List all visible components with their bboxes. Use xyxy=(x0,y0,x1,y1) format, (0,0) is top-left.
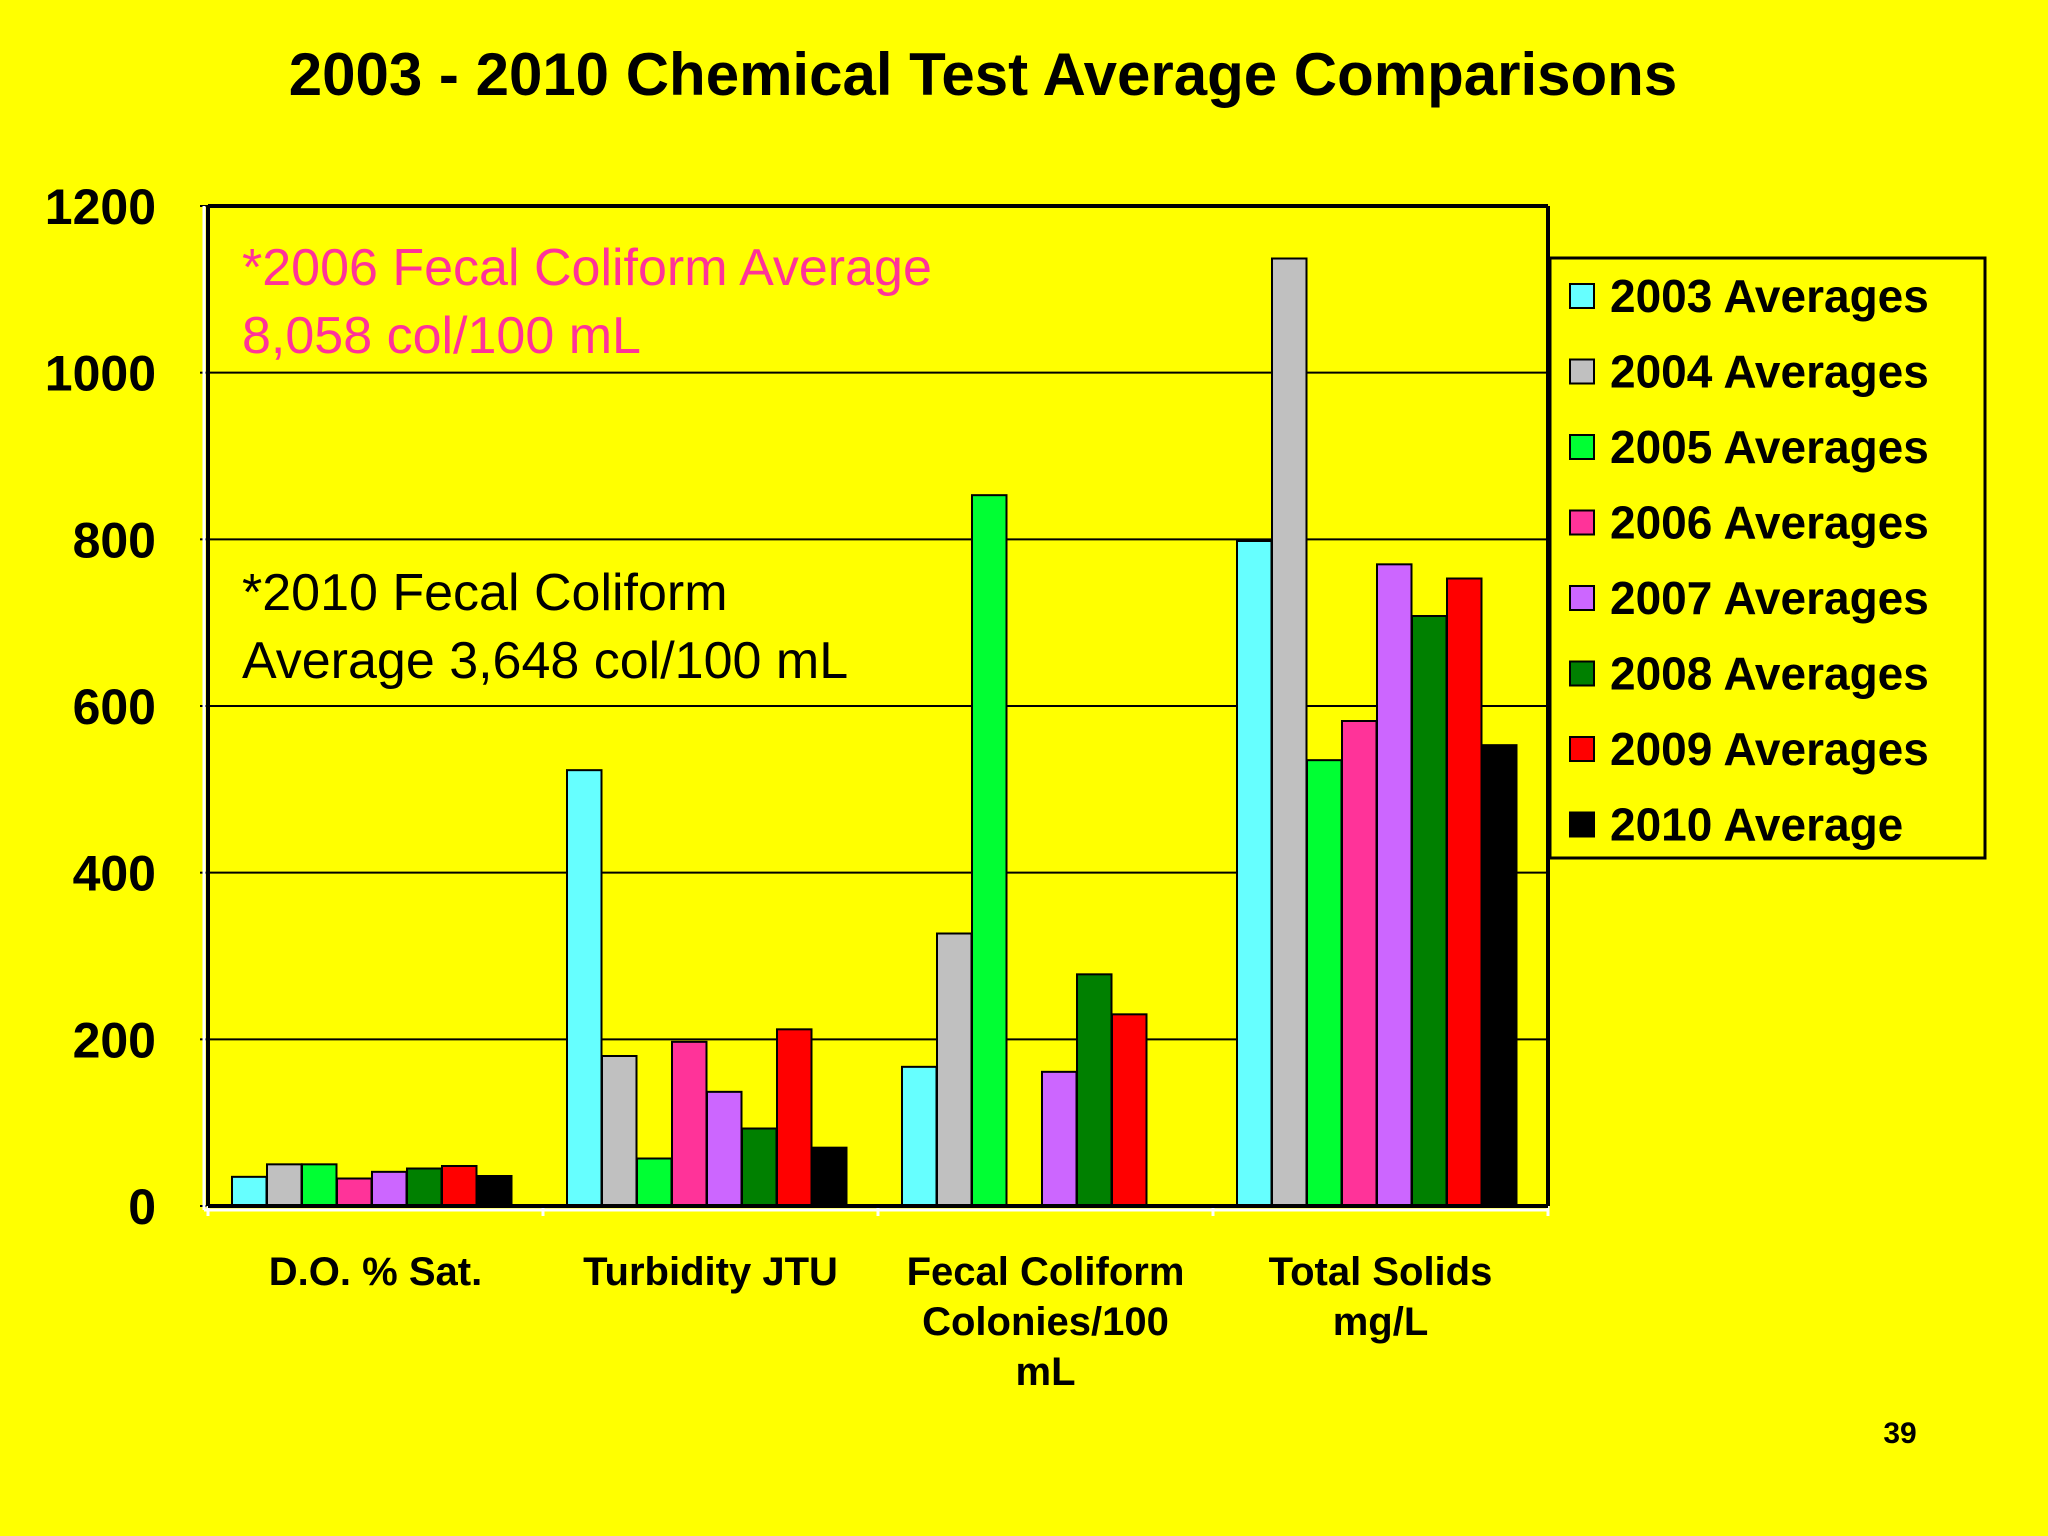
bar xyxy=(1411,615,1448,1207)
y-tick-label: 400 xyxy=(73,846,156,902)
legend-label: 2005 Averages xyxy=(1610,421,1929,473)
legend-label: 2003 Averages xyxy=(1610,270,1929,322)
legend-swatch xyxy=(1569,283,1595,309)
bar xyxy=(476,1175,513,1207)
legend-box xyxy=(1548,256,1987,860)
category-label: D.O. % Sat. xyxy=(269,1250,482,1294)
bar xyxy=(1481,744,1518,1208)
bar xyxy=(901,1065,938,1208)
category-label: Fecal Coliform xyxy=(907,1250,1185,1294)
y-tick-label: 1000 xyxy=(45,346,156,402)
legend-label: 2004 Averages xyxy=(1610,346,1929,398)
bar xyxy=(231,1175,268,1208)
legend-swatch xyxy=(1569,660,1595,687)
bar xyxy=(266,1163,303,1208)
bar xyxy=(1446,577,1483,1207)
bar xyxy=(301,1163,338,1208)
bar xyxy=(1306,759,1343,1208)
bar xyxy=(1111,1013,1148,1207)
bar xyxy=(601,1055,638,1207)
y-tick-label: 200 xyxy=(73,1012,156,1068)
annotation-text: Average 3,648 col/100 mL xyxy=(242,632,848,690)
y-tick-label: 600 xyxy=(73,679,156,735)
bar xyxy=(971,494,1008,1207)
legend-swatch xyxy=(1569,585,1595,611)
bar xyxy=(1341,720,1378,1207)
page-number: 39 xyxy=(1883,1417,1916,1450)
y-tick-label: 800 xyxy=(73,512,156,568)
category-label: Total Solids xyxy=(1269,1250,1493,1294)
legend-label: 2008 Averages xyxy=(1610,648,1929,700)
bar xyxy=(406,1167,443,1207)
legend-swatch xyxy=(1569,811,1595,838)
y-tick-label: 1200 xyxy=(45,179,156,235)
bar xyxy=(441,1165,478,1207)
legend-label: 2009 Averages xyxy=(1610,723,1929,775)
bar xyxy=(706,1090,743,1208)
bar xyxy=(1076,973,1113,1207)
annotation-text: *2010 Fecal Coliform xyxy=(242,564,728,622)
legend-label: 2010 Average xyxy=(1610,799,1903,851)
bar xyxy=(936,932,973,1207)
bar xyxy=(1041,1070,1078,1208)
category-label: mL xyxy=(1016,1350,1076,1394)
legend-swatch xyxy=(1569,736,1595,762)
annotation-text: 8,058 col/100 mL xyxy=(242,307,641,365)
bar xyxy=(1236,540,1273,1207)
bar xyxy=(636,1157,673,1207)
bar xyxy=(1271,257,1308,1207)
legend-swatch xyxy=(1569,358,1595,385)
category-label: Colonies/100 xyxy=(922,1300,1169,1344)
bar xyxy=(566,769,603,1208)
bar xyxy=(371,1170,408,1208)
annotation-text: *2006 Fecal Coliform Average xyxy=(242,239,932,297)
legend-swatch xyxy=(1569,434,1595,460)
chart-title: 2003 - 2010 Chemical Test Average Compar… xyxy=(289,41,1677,108)
bar xyxy=(776,1028,813,1208)
category-label: mg/L xyxy=(1333,1300,1429,1344)
bar xyxy=(741,1127,778,1207)
bar xyxy=(336,1177,373,1207)
legend-label: 2007 Averages xyxy=(1610,572,1929,624)
category-label: Turbidity JTU xyxy=(583,1250,838,1294)
legend-swatch xyxy=(1569,509,1595,536)
bar xyxy=(671,1040,708,1208)
bar xyxy=(811,1146,848,1207)
legend-label: 2006 Averages xyxy=(1610,497,1929,549)
y-tick-label: 0 xyxy=(128,1179,156,1235)
bar xyxy=(1376,563,1413,1207)
